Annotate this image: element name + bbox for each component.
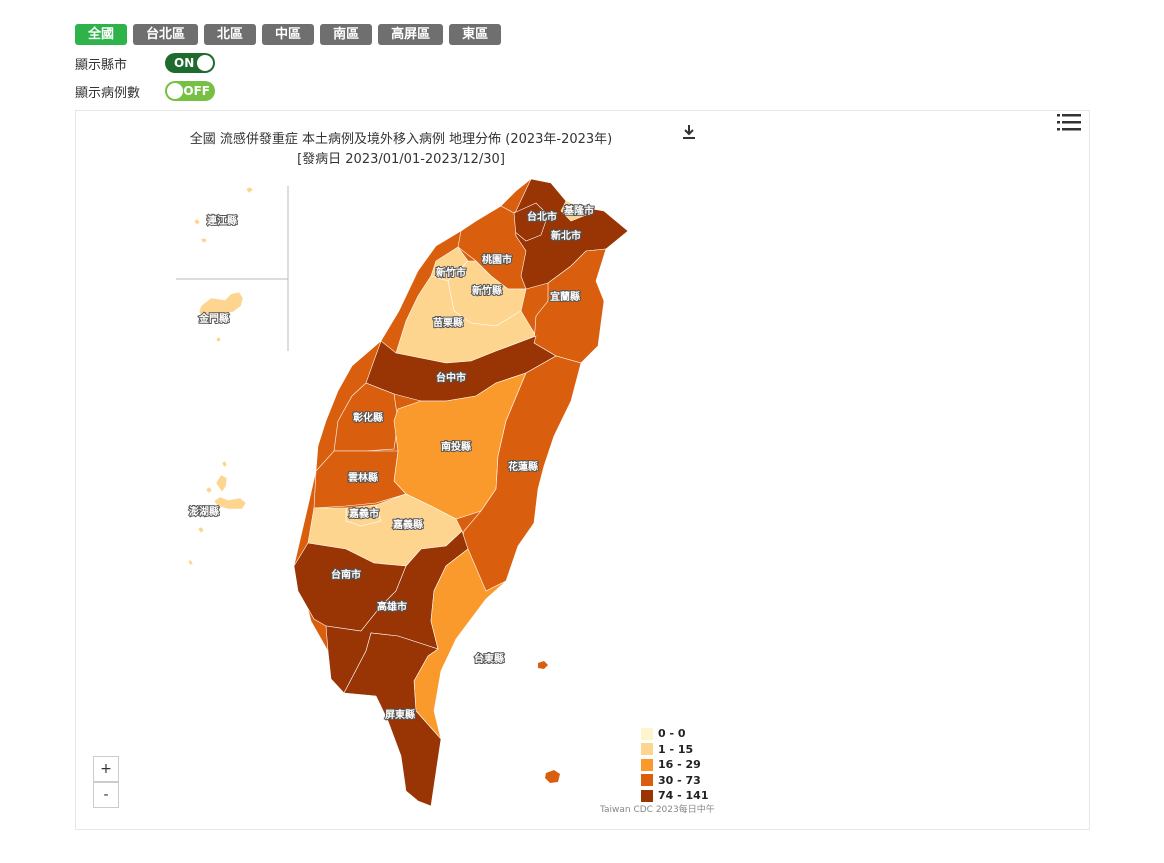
county-label: 台中市 [436,371,466,384]
county-連江縣[interactable] [193,186,254,244]
county-label: 新北市 [551,229,581,242]
county-label: 新竹市 [436,266,466,279]
legend-label: 30 - 73 [658,773,701,787]
county-label: 金門縣 [198,312,229,325]
show-cases-toggle[interactable]: OFF [165,81,215,101]
legend-item[interactable]: 0 - 0 [641,726,709,742]
menu-icon[interactable] [1057,111,1081,133]
tab-taipei-region[interactable]: 台北區 [133,24,199,45]
map-credit: Taiwan CDC 2023每日中午 [600,805,715,815]
county-label: 新竹縣 [472,284,502,297]
county-金門縣[interactable] [198,291,244,343]
map-subtitle: [發病日 2023/01/01-2023/12/30] [297,152,505,167]
toggle-knob [167,83,183,99]
tab-east-region[interactable]: 東區 [449,24,502,45]
show-cases-label: 顯示病例數 [75,85,141,101]
legend-swatch [641,758,653,771]
county-label: 彰化縣 [353,411,383,424]
tab-kaoping-region[interactable]: 高屏區 [378,24,444,45]
county-基隆市[interactable] [560,200,587,222]
legend-item[interactable]: 74 - 141 [641,788,709,804]
legend-swatch [641,789,653,802]
county-label: 屏東縣 [384,708,415,721]
tab-north-region[interactable]: 北區 [204,24,257,45]
county-label: 澎湖縣 [189,505,219,518]
tab-nationwide[interactable]: 全國 [75,24,128,45]
legend-item[interactable]: 16 - 29 [641,757,709,773]
show-county-label: 顯示縣市 [75,57,128,73]
map-legend: 0 - 0 1 - 15 16 - 29 30 - 73 74 - 141 [641,726,709,804]
county-label: 高雄市 [377,600,407,613]
download-icon[interactable] [682,124,696,140]
county-label: 台北市 [527,210,557,223]
zoom-in-button[interactable]: + [93,756,119,782]
county-label: 台南市 [331,568,361,581]
legend-label: 74 - 141 [658,789,709,803]
show-county-row: 顯示縣市 ON [75,53,215,73]
legend-swatch [641,774,653,787]
show-cases-state: OFF [183,84,210,98]
county-label: 南投縣 [441,440,471,453]
show-cases-row: 顯示病例數 OFF [75,81,215,101]
toggle-knob [197,55,213,71]
county-label: 嘉義縣 [392,518,423,531]
county-澎湖縣[interactable] [187,460,247,566]
county-label: 桃園市 [482,253,512,266]
show-county-toggle[interactable]: ON [165,53,215,73]
county-label: 連江縣 [207,214,237,227]
map-title: 全國 流感併發重症 本土病例及境外移入病例 地理分佈 (2023年-2023年) [189,132,613,147]
county-label: 基隆市 [563,204,594,217]
legend-item[interactable]: 30 - 73 [641,773,709,789]
county-label: 苗栗縣 [433,316,463,329]
legend-swatch [641,727,653,740]
county-label: 宜蘭縣 [550,290,580,303]
tab-south-region[interactable]: 南區 [320,24,373,45]
legend-label: 0 - 0 [658,727,686,741]
county-label: 花蓮縣 [508,460,538,473]
region-tabs: 全國 台北區 北區 中區 南區 高屏區 東區 [75,24,502,45]
legend-item[interactable]: 1 - 15 [641,742,709,758]
zoom-out-button[interactable]: - [93,782,119,808]
county-屏東縣[interactable] [343,632,442,807]
county-雲林縣[interactable] [313,450,407,509]
legend-label: 16 - 29 [658,758,701,772]
county-label: 嘉義市 [348,507,379,520]
county-label: 雲林縣 [348,471,378,484]
county-label: 台東縣 [474,652,504,665]
island-green [538,661,548,669]
legend-label: 1 - 15 [658,742,694,756]
map-panel: 連江縣金門縣澎湖縣 台北市 基隆市新北市桃園市新竹市 新竹縣苗栗縣 宜蘭縣台中市彰化縣南… [75,110,1090,830]
show-county-state: ON [174,56,195,70]
island-orchid [545,770,560,783]
tab-central-region[interactable]: 中區 [262,24,315,45]
legend-swatch [641,743,653,756]
